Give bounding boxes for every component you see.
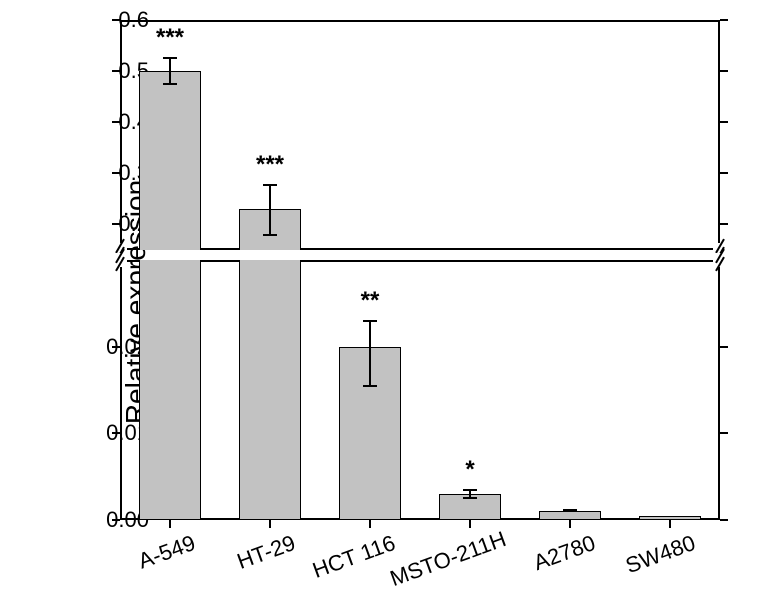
error-cap [163,83,177,85]
bar-chart: Relative expression 0.20.30.40.50.60.000… [0,0,761,603]
error-bar [369,321,371,386]
axis-break-icon [713,253,727,267]
error-bar [169,58,171,84]
significance-label: *** [256,151,284,179]
y-tick [720,172,728,174]
error-cap [263,184,277,186]
bar [539,511,601,520]
bar [139,260,201,520]
error-cap [163,57,177,59]
x-tick [469,520,471,528]
significance-label: *** [156,24,184,52]
x-tick [369,520,371,528]
error-cap [263,234,277,236]
x-tick-label: HCT 116 [287,530,399,592]
error-cap [463,489,477,491]
error-cap [363,320,377,322]
error-cap [463,497,477,499]
error-cap [363,385,377,387]
lower-panel [120,260,720,520]
x-tick-label: MSTO-211H [387,530,499,592]
y-tick [720,519,728,521]
x-tick [169,520,171,528]
upper-panel [120,20,720,250]
bar [239,260,301,520]
y-tick [720,432,728,434]
y-tick [720,19,728,21]
significance-label: * [465,456,474,484]
x-tick [269,520,271,528]
x-tick-label: A-549 [87,530,199,592]
x-tick-label: HT-29 [187,530,299,592]
significance-label: ** [361,287,380,315]
y-tick [720,121,728,123]
error-bar [269,185,271,235]
bar [139,71,201,250]
y-tick [720,346,728,348]
error-cap [563,510,577,512]
y-tick [720,70,728,72]
x-tick-label: SW480 [587,530,699,592]
x-tick [569,520,571,528]
y-tick [720,223,728,225]
bar [639,516,701,520]
x-tick [669,520,671,528]
y-tick-label: 0.6 [118,7,149,33]
axis-break-icon [113,253,127,267]
